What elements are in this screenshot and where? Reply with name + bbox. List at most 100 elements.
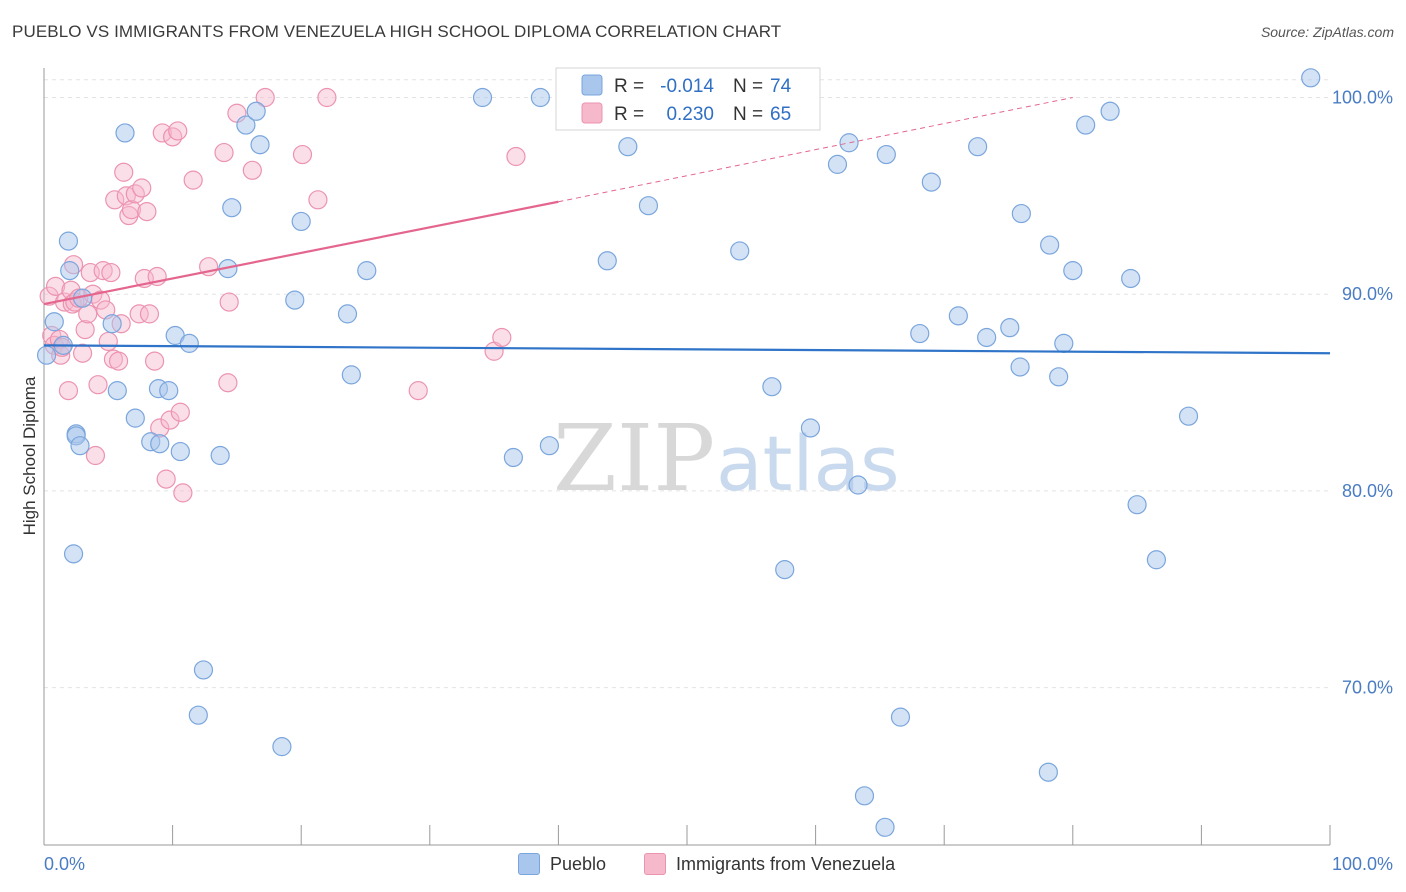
- y-tick-label: 80.0%: [1342, 481, 1393, 501]
- pueblo-point: [910, 323, 930, 344]
- venezuela-point: [308, 190, 328, 210]
- venezuela-point: [144, 351, 165, 371]
- pueblo-point: [890, 707, 911, 727]
- venezuela-point: [58, 381, 79, 401]
- pueblo-point: [341, 365, 361, 385]
- pueblo-point: [44, 312, 64, 332]
- stats-blue-swatch: [581, 74, 603, 96]
- venezuela-point: [183, 170, 203, 190]
- venezuela-point: [168, 121, 188, 141]
- x-tick-label-max: 100.0%: [1332, 854, 1393, 874]
- venezuela-point: [255, 87, 275, 108]
- pueblo-point: [63, 544, 84, 564]
- pueblo-point: [188, 705, 208, 725]
- y-axis-label: High School Diploma: [20, 376, 39, 535]
- pueblo-point: [597, 251, 617, 271]
- venezuela-point: [88, 375, 108, 395]
- y-tick-labels: 100.0% 90.0% 80.0% 70.0%: [1332, 88, 1393, 698]
- pueblo-point: [285, 290, 305, 310]
- pueblo-point: [1038, 762, 1058, 782]
- pueblo-point: [102, 314, 122, 334]
- pueblo-point: [179, 333, 199, 353]
- venezuela-point: [139, 304, 160, 324]
- y-tick-label: 100.0%: [1332, 88, 1393, 108]
- venezuela-point: [152, 123, 172, 143]
- stats-n-value-2: 65: [770, 104, 791, 125]
- pueblo-trend-line: [43, 344, 1331, 355]
- pueblo-point: [730, 241, 750, 261]
- venezuela-point: [105, 190, 125, 210]
- venezuela-point: [170, 402, 190, 422]
- pueblo-point: [921, 172, 941, 192]
- pueblo-point: [638, 196, 659, 216]
- legend-venezuela-label: Immigrants from Venezuela: [676, 853, 896, 874]
- pueblo-point: [1011, 203, 1031, 224]
- pueblo-point: [503, 447, 523, 468]
- venezuela-point: [173, 483, 193, 503]
- pueblo-point: [150, 434, 170, 454]
- pueblo-point: [539, 436, 559, 456]
- stats-box: R = -0.014 N = 74 R = 0.230 N = 65: [555, 67, 821, 131]
- pueblo-point: [291, 211, 311, 232]
- chart-title: PUEBLO VS IMMIGRANTS FROM VENEZUELA HIGH…: [12, 22, 782, 41]
- pueblo-point: [246, 101, 266, 121]
- pueblo-point: [472, 87, 493, 108]
- pueblo-point: [210, 445, 230, 466]
- venezuela-point: [75, 320, 95, 340]
- pueblo-point: [876, 144, 896, 165]
- pueblo-point: [968, 137, 988, 157]
- venezuela-point: [292, 144, 313, 165]
- pueblo-point: [530, 87, 550, 108]
- legend-pueblo-label: Pueblo: [550, 853, 607, 874]
- legend-venezuela: Immigrants from Venezuela: [644, 853, 895, 875]
- pueblo-point: [250, 135, 270, 155]
- pueblo-point: [272, 737, 292, 757]
- y-tick-label: 90.0%: [1342, 284, 1393, 304]
- venezuela-point: [121, 200, 142, 220]
- venezuela-point: [242, 160, 262, 180]
- venezuela-point: [45, 276, 66, 296]
- pueblo-point: [1100, 101, 1120, 121]
- pueblo-point: [60, 261, 80, 281]
- stats-n-value-1: 74: [770, 76, 792, 97]
- venezuela-point: [72, 343, 93, 363]
- venezuela-point: [506, 146, 526, 167]
- pueblo-point: [125, 408, 145, 428]
- pueblo-point: [1049, 367, 1069, 387]
- pueblo-point: [58, 231, 79, 251]
- pueblo-point: [854, 786, 875, 806]
- venezuela-point: [408, 381, 428, 401]
- pueblo-point: [357, 261, 377, 281]
- series-venezuela-points: [39, 87, 526, 503]
- axes: [43, 68, 1331, 846]
- pueblo-point: [1000, 318, 1020, 338]
- pueblo-point: [1127, 495, 1147, 515]
- venezuela-point: [163, 127, 183, 147]
- venezuela-point: [108, 351, 129, 371]
- venezuela-point: [156, 469, 176, 489]
- venezuela-point: [85, 445, 106, 466]
- pueblo-point: [159, 381, 179, 401]
- pueblo-point: [70, 436, 90, 456]
- series-pueblo-points: [36, 68, 1321, 837]
- legend-pueblo-swatch: [518, 853, 540, 875]
- pueblo-point: [977, 327, 997, 348]
- pueblo-point: [1121, 268, 1141, 289]
- venezuela-point: [129, 304, 149, 324]
- pueblo-point: [1010, 357, 1030, 377]
- pueblo-point: [1063, 261, 1083, 281]
- stats-r-value-2: 0.230: [666, 104, 714, 125]
- pueblo-point: [839, 133, 859, 153]
- venezuela-point: [132, 178, 152, 198]
- stats-n-label-1: N =: [733, 76, 763, 97]
- pueblo-point: [875, 817, 895, 837]
- pueblo-point: [618, 137, 638, 157]
- venezuela-trend-extension: [558, 97, 1073, 203]
- legend-venezuela-swatch: [644, 853, 666, 875]
- stats-n-label-2: N =: [733, 104, 763, 125]
- venezuela-point: [219, 292, 239, 312]
- venezuela-point: [137, 201, 157, 222]
- pueblo-point: [1301, 68, 1321, 88]
- pueblo-point: [236, 115, 256, 135]
- pueblo-point: [1054, 333, 1074, 353]
